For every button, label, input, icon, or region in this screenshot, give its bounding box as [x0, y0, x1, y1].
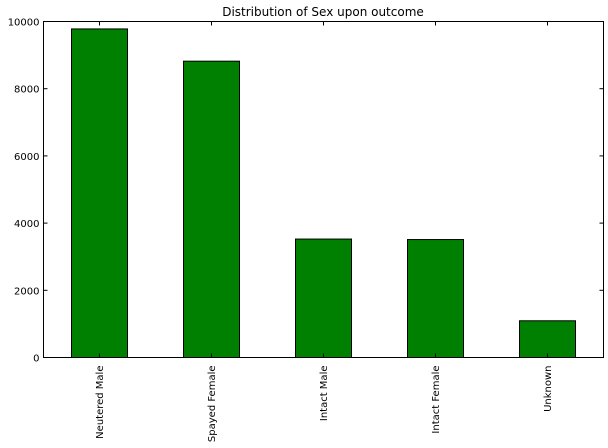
- bar-neutered-male: [71, 28, 128, 359]
- x-tick-label: Intact Male: [319, 366, 330, 422]
- y-tick-label: 8000: [14, 85, 39, 96]
- y-tick-label: 4000: [14, 219, 39, 230]
- bar-spayed-female: [183, 60, 240, 358]
- y-tick-label: 2000: [14, 286, 39, 297]
- bar-intact-female: [407, 239, 464, 358]
- x-tick-label: Neutered Male: [95, 366, 106, 439]
- y-tick-label: 0: [33, 354, 39, 365]
- x-tick-label: Spayed Female: [207, 366, 218, 443]
- bar-unknown: [519, 320, 576, 359]
- x-tick-label: Unknown: [543, 366, 554, 412]
- bar-intact-male: [295, 238, 352, 358]
- y-tick-label: 10000: [8, 18, 40, 29]
- y-tick-label: 6000: [14, 152, 39, 163]
- chart-title: Distribution of Sex upon outcome: [222, 5, 424, 19]
- x-tick-label: Intact Female: [431, 366, 442, 434]
